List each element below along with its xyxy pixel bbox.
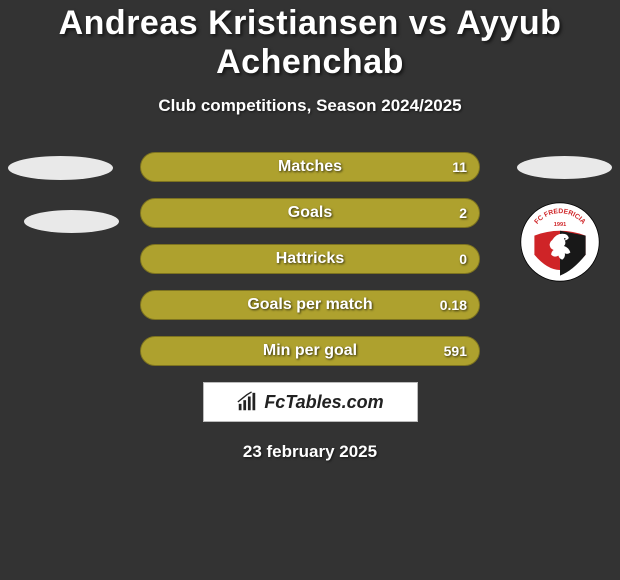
- stats-area: FC FREDERICIA 1991 Matches 11 Goals 2 Ha…: [0, 152, 620, 462]
- brand-text: FcTables.com: [264, 392, 383, 413]
- stat-value-right: 591: [444, 343, 467, 359]
- stat-label: Matches: [278, 158, 342, 176]
- stat-value-right: 11: [452, 159, 467, 175]
- placeholder-ellipse-right-1: [517, 156, 612, 179]
- svg-text:1991: 1991: [554, 222, 566, 228]
- brand-box[interactable]: FcTables.com: [203, 382, 418, 422]
- stat-row: Goals 2: [140, 198, 480, 228]
- subtitle: Club competitions, Season 2024/2025: [0, 96, 620, 116]
- placeholder-ellipse-left-2: [24, 210, 119, 233]
- stat-row: Hattricks 0: [140, 244, 480, 274]
- stat-row: Matches 11: [140, 152, 480, 182]
- stat-label: Hattricks: [276, 250, 344, 268]
- placeholder-ellipse-left-1: [8, 156, 113, 180]
- stat-bars: Matches 11 Goals 2 Hattricks 0 Goals per…: [140, 152, 480, 366]
- date-line: 23 february 2025: [0, 442, 620, 462]
- stat-value-right: 2: [459, 205, 467, 221]
- chart-icon: [236, 391, 258, 413]
- stat-row: Goals per match 0.18: [140, 290, 480, 320]
- stat-value-right: 0: [459, 251, 467, 267]
- stat-label: Goals: [288, 204, 332, 222]
- stat-value-right: 0.18: [440, 297, 467, 313]
- page-title: Andreas Kristiansen vs Ayyub Achenchab: [0, 4, 620, 82]
- stat-label: Min per goal: [263, 342, 357, 360]
- club-badge-fredericia: FC FREDERICIA 1991: [520, 202, 600, 282]
- stat-row: Min per goal 591: [140, 336, 480, 366]
- stat-label: Goals per match: [247, 296, 372, 314]
